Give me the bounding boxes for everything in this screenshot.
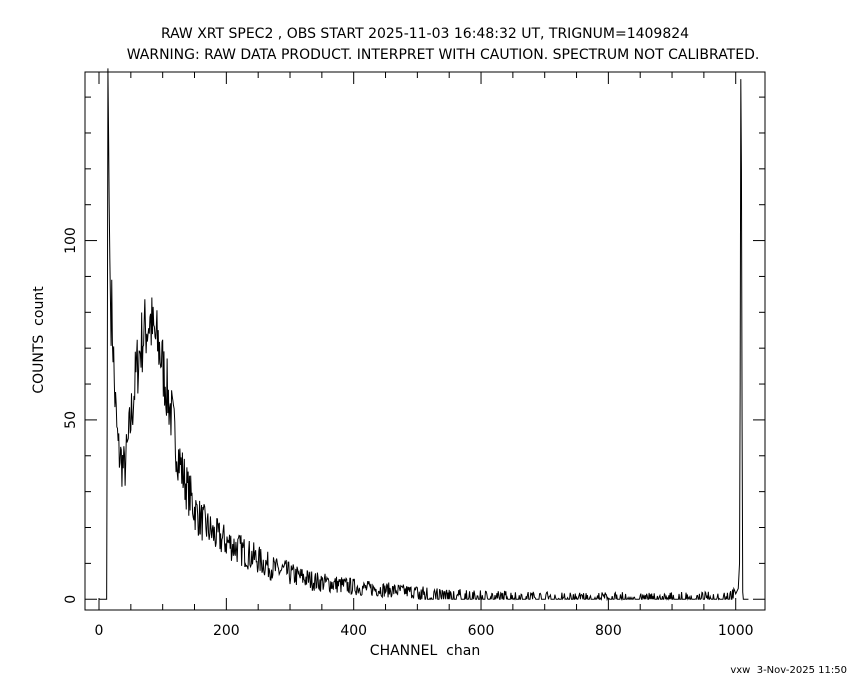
y-axis-label: COUNTS count <box>31 286 47 394</box>
x-tick-label: 400 <box>340 623 367 639</box>
x-tick-label: 1000 <box>718 623 754 639</box>
x-tick-label: 600 <box>468 623 495 639</box>
axis-ticks <box>85 72 765 610</box>
y-tick-label: 0 <box>63 595 79 604</box>
footer-stamp: vxw 3-Nov-2025 11:50 <box>730 665 847 676</box>
chart-title: RAW XRT SPEC2 , OBS START 2025-11-03 16:… <box>161 26 689 42</box>
x-tick-label: 0 <box>95 623 104 639</box>
y-tick-label: 50 <box>63 411 79 429</box>
y-tick-label: 100 <box>63 227 79 254</box>
x-tick-label: 200 <box>213 623 240 639</box>
plot-frame <box>84 71 766 611</box>
x-tick-label: 800 <box>595 623 622 639</box>
tick-labels: 0 200 400 600 800 1000 0 50 100 <box>63 227 754 639</box>
series-line <box>99 68 749 602</box>
x-axis-label: CHANNEL chan <box>370 643 480 659</box>
axes <box>84 71 766 611</box>
chart-subtitle: WARNING: RAW DATA PRODUCT. INTERPRET WIT… <box>127 47 760 63</box>
